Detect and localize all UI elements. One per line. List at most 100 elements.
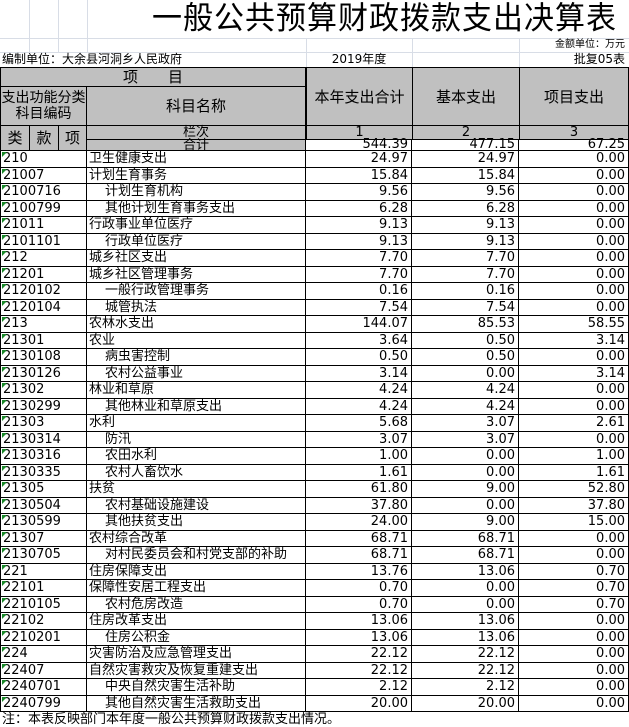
- subject-code: 21201: [0, 266, 87, 283]
- basic-amount: 0.00: [412, 596, 519, 613]
- total-amount: 2.12: [306, 679, 412, 696]
- table-row: 2130335 农村人畜饮水 1.61 0.00 1.61: [0, 464, 629, 481]
- subject-name: 城管执法: [87, 299, 306, 316]
- subject-name: 农村公益事业: [87, 365, 306, 382]
- project-amount: 0.00: [519, 431, 629, 448]
- table-row: 2130299 其他林业和草原支出 4.24 4.24 0.00: [0, 398, 629, 415]
- project-amount: 0.00: [519, 184, 629, 201]
- total-amount: 0.70: [306, 580, 412, 597]
- subject-name: 一般行政管理事务: [87, 283, 306, 300]
- subject-name: 对村民委员会和村党支部的补助: [87, 547, 306, 564]
- project-amount: 2.61: [519, 415, 629, 432]
- cell-marker-icon: [2, 663, 7, 669]
- subject-code: 2240701: [0, 679, 87, 696]
- subject-name: 农村人畜饮水: [87, 464, 306, 481]
- total-amount: 9.13: [306, 233, 412, 250]
- basic-amount: 9.13: [412, 233, 519, 250]
- subject-name: 住房改革支出: [87, 613, 306, 630]
- project-amount: 3.14: [519, 365, 629, 382]
- table-row: 2210105 农村危房改造 0.70 0.00 0.70: [0, 596, 629, 613]
- subject-code: 2130316: [0, 448, 87, 465]
- project-amount: 3.14: [519, 332, 629, 349]
- basic-amount: 0.00: [412, 365, 519, 382]
- table-row: 2130504 农村基础设施建设 37.80 0.00 37.80: [0, 497, 629, 514]
- project-amount: 0.00: [519, 679, 629, 696]
- basic-amount: 3.07: [412, 415, 519, 432]
- table-row: 224 灾害防治及应急管理支出 22.12 22.12 0.00: [0, 646, 629, 663]
- project-amount: 0.00: [519, 547, 629, 564]
- basic-amount: 13.06: [412, 629, 519, 646]
- basic-amount: 7.54: [412, 299, 519, 316]
- cell-marker-icon: [2, 251, 7, 256]
- subject-code: 2210201: [0, 629, 87, 646]
- subject-code: 21303: [0, 415, 87, 432]
- subject-name: 其他自然灾害生活救助支出: [87, 695, 306, 712]
- table-row: 2120102 一般行政管理事务 0.16 0.16 0.00: [0, 283, 629, 300]
- cell-marker-icon: [2, 581, 7, 586]
- total-amount: 13.06: [306, 629, 412, 646]
- basic-amount: 9.00: [412, 514, 519, 531]
- col-no-3: 3: [519, 125, 629, 140]
- total-amount: 0.70: [306, 596, 412, 613]
- cell-marker-icon: [2, 449, 7, 454]
- subject-name: 水利: [87, 415, 306, 432]
- subject-name: 其他扶贫支出: [87, 514, 306, 531]
- cell-marker-icon: [2, 482, 7, 487]
- subject-code: 21007: [0, 167, 87, 184]
- project-amount: 0.00: [519, 530, 629, 547]
- cell-marker-icon: [2, 680, 7, 685]
- cell-marker-icon: [2, 548, 7, 553]
- subject-name: 灾害防治及应急管理支出: [87, 646, 306, 663]
- total-amount: 15.84: [306, 167, 412, 184]
- cell-marker-icon: [2, 432, 7, 438]
- subject-code: 2120104: [0, 299, 87, 316]
- cell-marker-icon: [2, 498, 7, 504]
- project-amount: 0.00: [519, 629, 629, 646]
- subject-code: 2130335: [0, 464, 87, 481]
- basic-amount: 13.06: [412, 613, 519, 630]
- total-amount: 6.28: [306, 200, 412, 217]
- cell-marker-icon: [2, 185, 7, 190]
- total-amount: 22.12: [306, 646, 412, 663]
- subject-name: 计划生育事务: [87, 167, 306, 184]
- basic-amount: 22.12: [412, 646, 519, 663]
- total-amount: 144.07: [306, 316, 412, 333]
- total-amount: 3.07: [306, 431, 412, 448]
- table-row: 2130316 农田水利 1.00 0.00 1.00: [0, 448, 629, 465]
- table-row: 2130108 病虫害控制 0.50 0.50 0.00: [0, 349, 629, 366]
- project-amount: 15.00: [519, 514, 629, 531]
- project-amount: 37.80: [519, 497, 629, 514]
- total-amount: 22.12: [306, 662, 412, 679]
- subject-name: 其他林业和草原支出: [87, 398, 306, 415]
- subject-name: 农村综合改革: [87, 530, 306, 547]
- subject-code: 2101101: [0, 233, 87, 250]
- basic-amount: 0.00: [412, 497, 519, 514]
- subject-code: 2210105: [0, 596, 87, 613]
- subject-name: 其他计划生育事务支出: [87, 200, 306, 217]
- table-row: 2100799 其他计划生育事务支出 6.28 6.28 0.00: [0, 200, 629, 217]
- cell-marker-icon: [2, 168, 7, 174]
- cell-marker-icon: [2, 333, 7, 339]
- subject-name: 行政事业单位医疗: [87, 217, 306, 234]
- basic-amount: 24.97: [412, 151, 519, 168]
- subject-name: 农业: [87, 332, 306, 349]
- total-amount: 7.70: [306, 266, 412, 283]
- total-amount: 24.97: [306, 151, 412, 168]
- header-sum-label: 合计: [86, 139, 306, 152]
- total-sum: 544.39: [306, 138, 412, 151]
- totals-row: 544.39 477.15 67.25: [0, 138, 629, 151]
- header-xiang: 项: [58, 125, 87, 151]
- amount-unit: 金额单位：万元: [555, 39, 625, 50]
- subject-code: 2100716: [0, 184, 87, 201]
- cell-marker-icon: [2, 350, 7, 355]
- organization: 编制单位：大余县河洞乡人民政府: [2, 52, 183, 66]
- total-amount: 24.00: [306, 514, 412, 531]
- project-amount: 0.00: [519, 398, 629, 415]
- basic-amount: 68.71: [412, 547, 519, 564]
- subject-code: 21011: [0, 217, 87, 234]
- subject-code: 2120102: [0, 283, 87, 300]
- table-row: 21007 计划生育事务 15.84 15.84 0.00: [0, 167, 629, 184]
- subject-name: 防汛: [87, 431, 306, 448]
- subject-code: 21302: [0, 382, 87, 399]
- subject-name: 城乡社区支出: [87, 250, 306, 267]
